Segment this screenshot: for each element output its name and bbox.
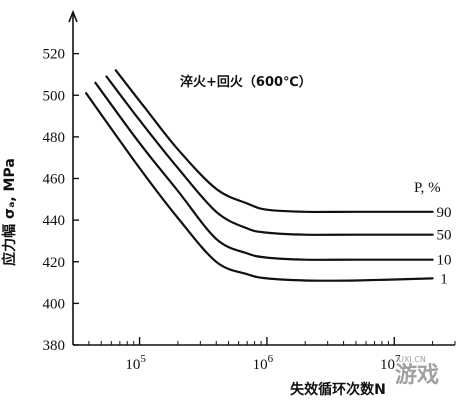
y-tick-label: 440 — [43, 213, 66, 229]
series-label-90: 90 — [437, 205, 452, 221]
legend-title: P, % — [414, 180, 441, 196]
x-ticks: 105 106 107 — [72, 337, 456, 373]
watermark: 游戏 UXI.CN — [395, 355, 439, 388]
series-line-50 — [105, 75, 434, 236]
x-axis-label: 失效循环次数N — [290, 381, 386, 398]
x-tick-label: 105 — [125, 353, 146, 373]
y-tick-label: 480 — [43, 130, 66, 146]
x-tick-label: 106 — [253, 353, 274, 373]
y-tick-label: 380 — [43, 338, 66, 354]
y-tick-label: 400 — [43, 296, 66, 312]
series-labels: 90 50 10 1 — [437, 205, 452, 288]
watermark-subtext: UXI.CN — [398, 355, 426, 364]
y-axis-label: 应力幅 σₐ, MPa — [1, 158, 18, 266]
series-line-90 — [114, 69, 434, 214]
chart-annotation: 淬火+回火（600℃） — [180, 74, 312, 90]
y-tick-label: 460 — [43, 172, 66, 188]
series-group — [85, 69, 434, 282]
series-line-10 — [94, 81, 434, 261]
y-axis-arrow — [68, 9, 78, 23]
y-tick-label: 420 — [43, 255, 66, 271]
series-label-50: 50 — [437, 228, 452, 244]
y-tick-label: 500 — [43, 88, 66, 104]
watermark-text: 游戏 — [395, 362, 439, 388]
y-tick-label: 520 — [43, 47, 66, 63]
series-label-1: 1 — [440, 271, 448, 287]
series-line-1 — [85, 92, 434, 282]
axes — [68, 9, 455, 346]
x-tick-label: 107 — [380, 353, 401, 373]
series-label-10: 10 — [437, 253, 452, 269]
y-ticks: 380 400 420 440 460 480 500 520 — [43, 47, 79, 354]
